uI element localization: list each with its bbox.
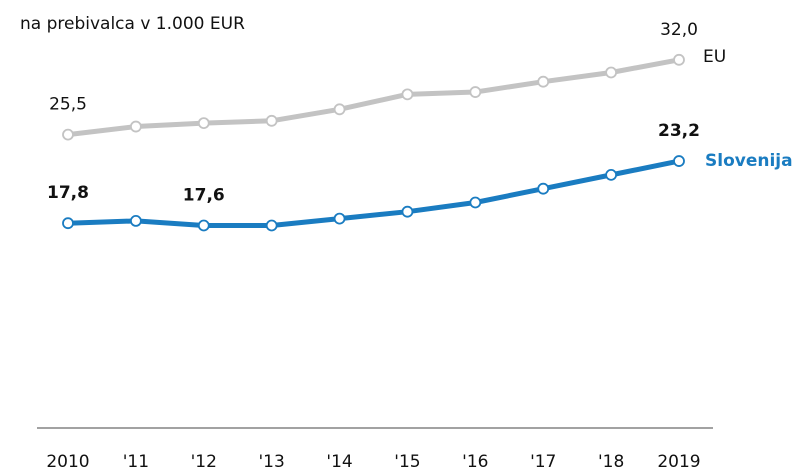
data-point <box>265 219 278 232</box>
data-point <box>605 168 618 181</box>
x-tick-label: '15 <box>394 452 420 472</box>
value-label: 25,5 <box>49 95 87 115</box>
data-point <box>197 219 210 232</box>
data-point <box>401 88 414 101</box>
data-point <box>129 215 142 227</box>
value-label: 17,6 <box>183 186 225 206</box>
data-point <box>265 114 278 127</box>
data-point <box>469 196 482 209</box>
data-point <box>605 66 618 79</box>
data-point <box>62 217 74 230</box>
data-point <box>673 155 685 167</box>
data-point <box>401 205 414 218</box>
x-tick-label: '13 <box>259 452 285 472</box>
x-tick-label: '17 <box>530 452 556 472</box>
x-tick-label: '11 <box>123 452 149 472</box>
series-label: EU <box>703 47 726 67</box>
data-point <box>333 212 346 225</box>
x-tick-label: '16 <box>462 452 488 472</box>
data-point <box>537 75 550 88</box>
data-point <box>537 182 550 195</box>
series-label: Slovenija <box>705 151 793 171</box>
data-point <box>129 120 142 133</box>
data-point <box>673 53 685 66</box>
chart-title: na prebivalca v 1.000 EUR <box>20 14 245 34</box>
value-label: 32,0 <box>660 20 698 40</box>
value-label: 17,8 <box>47 183 89 203</box>
series-line <box>67 158 680 229</box>
data-point <box>62 128 74 141</box>
x-tick-label: '18 <box>598 452 624 472</box>
value-label: 23,2 <box>658 121 700 141</box>
data-point <box>333 103 346 116</box>
x-tick-label: 2010 <box>46 452 89 472</box>
data-point <box>197 117 210 130</box>
data-point <box>469 86 482 98</box>
series-line <box>67 57 680 138</box>
x-tick-label: '12 <box>191 452 217 472</box>
x-tick-label: 2019 <box>657 452 700 472</box>
x-tick-label: '14 <box>326 452 352 472</box>
